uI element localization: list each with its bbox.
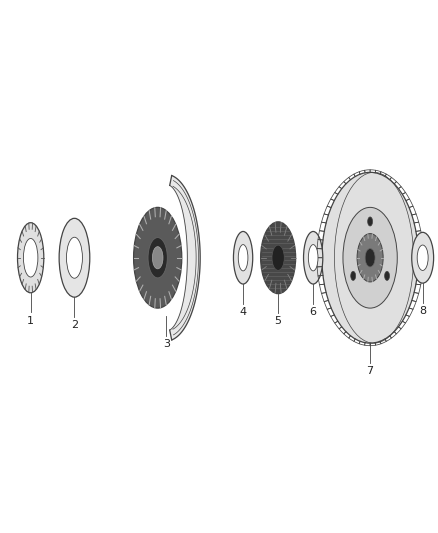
Ellipse shape — [272, 245, 284, 270]
Ellipse shape — [233, 231, 253, 284]
Ellipse shape — [367, 217, 373, 226]
Ellipse shape — [152, 247, 163, 269]
Ellipse shape — [412, 232, 434, 283]
Ellipse shape — [134, 207, 182, 308]
Text: 7: 7 — [367, 366, 374, 376]
Text: 6: 6 — [310, 307, 317, 317]
Ellipse shape — [322, 172, 418, 343]
Ellipse shape — [417, 245, 428, 270]
Ellipse shape — [67, 237, 82, 278]
Ellipse shape — [365, 248, 375, 267]
Text: 3: 3 — [163, 339, 170, 349]
Text: 2: 2 — [71, 320, 78, 330]
Ellipse shape — [261, 222, 296, 294]
Text: 8: 8 — [419, 306, 426, 316]
Ellipse shape — [308, 245, 318, 271]
Text: 5: 5 — [275, 317, 282, 326]
Text: 4: 4 — [240, 307, 247, 317]
Ellipse shape — [238, 245, 248, 271]
Ellipse shape — [351, 271, 356, 280]
Text: 1: 1 — [27, 316, 34, 326]
Ellipse shape — [24, 238, 38, 277]
Ellipse shape — [148, 238, 167, 278]
Ellipse shape — [304, 231, 323, 284]
Polygon shape — [170, 175, 200, 340]
Ellipse shape — [18, 223, 44, 293]
Ellipse shape — [59, 219, 90, 297]
Ellipse shape — [385, 271, 389, 280]
Ellipse shape — [357, 233, 383, 282]
Ellipse shape — [343, 207, 397, 308]
